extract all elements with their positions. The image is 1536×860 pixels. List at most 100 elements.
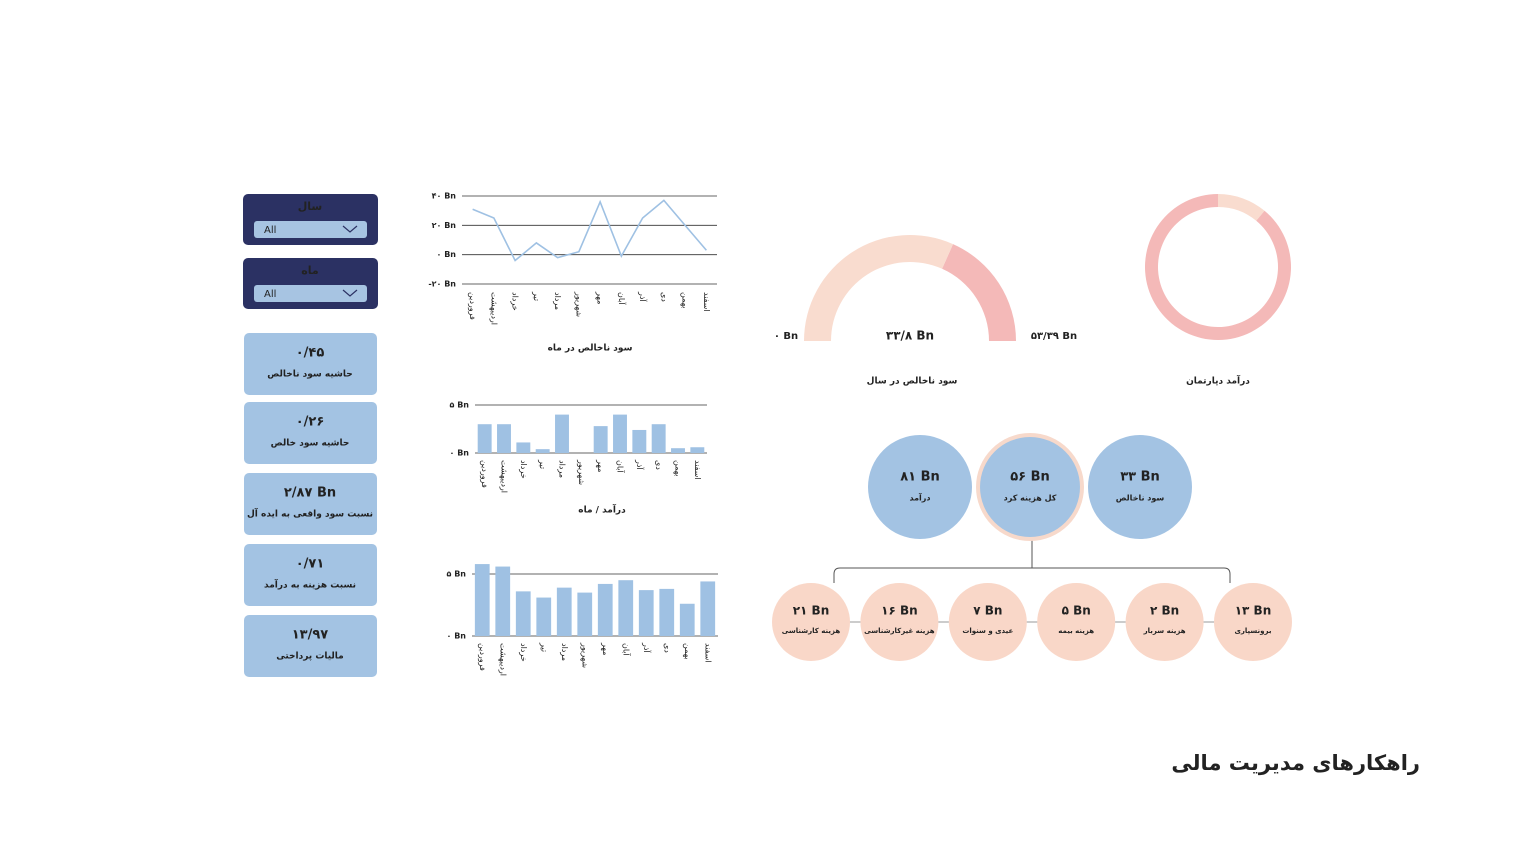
x-tick-label: تیر bbox=[539, 642, 548, 652]
dropdown-value[interactable]: All bbox=[264, 225, 276, 236]
bar bbox=[577, 592, 593, 636]
kpi-label: حاشیه سود ناخالص bbox=[267, 370, 353, 380]
y-tick-label: ۰ Bn bbox=[437, 250, 457, 259]
donut-segment bbox=[1218, 193, 1265, 221]
chart-title: سود ناخالص در سال bbox=[867, 377, 958, 387]
y-tick-label: ۰ Bn bbox=[450, 449, 470, 458]
tree-node-value: ۷ Bn bbox=[973, 604, 1002, 618]
x-tick-label: آبان bbox=[616, 460, 626, 474]
dropdown[interactable] bbox=[254, 221, 367, 238]
kpi-value: ۱۳/۹۷ bbox=[292, 628, 329, 643]
dropdown-value[interactable]: All bbox=[264, 289, 276, 300]
x-tick-label: آبان bbox=[621, 643, 631, 657]
tree-node-value: ۵۶ Bn bbox=[1010, 470, 1050, 485]
y-tick-label: ۵ Bn bbox=[447, 570, 467, 579]
tree-node bbox=[980, 437, 1080, 537]
tree-node-value: ۸۱ Bn bbox=[900, 470, 940, 485]
tree-node-label: درآمد bbox=[909, 493, 930, 503]
x-tick-label: شهریور bbox=[580, 642, 589, 668]
gauge-track bbox=[942, 244, 1016, 341]
bar bbox=[495, 566, 511, 636]
bar bbox=[536, 597, 552, 636]
kpi-value: ۰/۴۵ bbox=[296, 346, 325, 361]
bar bbox=[515, 591, 531, 636]
bar bbox=[597, 583, 613, 636]
bar bbox=[555, 414, 569, 453]
tree-node-label: کل هزینه کرد bbox=[1004, 494, 1057, 503]
page-title: راهکارهای مدیریت مالی bbox=[1171, 751, 1420, 775]
bar bbox=[690, 447, 705, 453]
bar bbox=[516, 442, 531, 453]
x-tick-label: شهریور bbox=[574, 291, 583, 317]
tree-child-node bbox=[1125, 583, 1204, 661]
bar bbox=[659, 588, 675, 636]
x-tick-label: آذر bbox=[638, 291, 648, 302]
gauge-value-label: ۳۳/۸ Bn bbox=[886, 329, 934, 343]
y-tick-label: ۵ Bn bbox=[450, 401, 470, 410]
x-tick-label: اردیبهشت bbox=[500, 460, 509, 493]
kpi-label: مالیات پرداختی bbox=[276, 652, 344, 662]
bar bbox=[477, 424, 492, 453]
y-tick-label: ۲۰ Bn bbox=[432, 221, 457, 230]
x-tick-label: اردیبهشت bbox=[498, 643, 507, 676]
x-tick-label: فروردین bbox=[468, 292, 477, 320]
bar bbox=[679, 603, 695, 636]
y-tick-label: ۴۰ Bn bbox=[432, 192, 457, 201]
tree-node-label: هزینه غیرکارشناسی bbox=[864, 627, 935, 635]
kpi-label: نسبت سود واقعی به ایده آل bbox=[247, 508, 373, 520]
tree-node-value: ۱۳ Bn bbox=[1235, 604, 1272, 618]
tree-node-value: ۱۶ Bn bbox=[881, 604, 918, 618]
tree-node-label: هزینه سربار bbox=[1143, 627, 1186, 635]
kpi-value: ۰/۲۶ bbox=[296, 415, 325, 430]
tree-node-label: سود ناخالص bbox=[1116, 494, 1165, 504]
tree-node-value: ۵ Bn bbox=[1062, 604, 1091, 618]
tree-node-label: هزینه کارشناسی bbox=[782, 627, 841, 635]
x-tick-label: مرداد bbox=[558, 460, 567, 478]
x-tick-label: دی bbox=[659, 292, 668, 302]
tree-connector bbox=[833, 538, 1231, 583]
kpi-label: نسبت هزینه به درآمد bbox=[264, 579, 356, 591]
tree-child-node bbox=[1214, 583, 1292, 661]
bar bbox=[535, 449, 550, 453]
x-tick-label: مرداد bbox=[553, 292, 562, 310]
tree-node bbox=[1088, 435, 1192, 539]
tree-node-label: هزینه بیمه bbox=[1058, 627, 1094, 635]
dropdown-chevron[interactable] bbox=[342, 225, 358, 233]
kpi-card bbox=[244, 544, 377, 606]
gauge-min-label: ۰ Bn bbox=[774, 331, 798, 342]
tree-node-label: برونسپاری bbox=[1234, 627, 1271, 635]
x-tick-label: شهریور bbox=[577, 459, 586, 485]
x-tick-label: بهمن bbox=[681, 292, 690, 309]
x-tick-label: دی bbox=[662, 643, 671, 653]
tree-node-value: ۲ Bn bbox=[1150, 604, 1179, 618]
filter-title: ماه bbox=[301, 264, 318, 277]
x-tick-label: فروردین bbox=[480, 460, 489, 488]
bar bbox=[671, 448, 685, 453]
x-tick-label: مهر bbox=[596, 459, 605, 472]
donut-segment bbox=[1145, 194, 1291, 340]
kpi-label: حاشیه سود خالص bbox=[271, 439, 350, 449]
y-tick-label: -۲۰ Bn bbox=[428, 280, 456, 289]
x-tick-label: اردیبهشت bbox=[489, 292, 498, 325]
x-tick-label: اسفند bbox=[702, 292, 711, 312]
x-tick-label: خرداد bbox=[511, 292, 520, 311]
tree-child-node bbox=[860, 583, 939, 661]
tree-child-node bbox=[948, 583, 1027, 661]
tree-node-value: ۲۱ Bn bbox=[793, 604, 830, 618]
dropdown-chevron[interactable] bbox=[342, 289, 358, 297]
x-tick-label: مهر bbox=[596, 291, 605, 304]
bar bbox=[632, 429, 647, 453]
y-tick-label: ۰ Bn bbox=[447, 632, 467, 641]
tree-child-node bbox=[772, 583, 850, 661]
bar bbox=[613, 414, 627, 453]
line-series bbox=[472, 199, 707, 262]
x-tick-label: مهر bbox=[601, 642, 610, 655]
x-tick-label: فروردین bbox=[478, 643, 487, 671]
x-tick-label: آذر bbox=[635, 459, 645, 470]
kpi-value: ۲/۸۷ Bn bbox=[284, 486, 336, 501]
gauge-fill bbox=[804, 234, 954, 341]
dropdown[interactable] bbox=[254, 285, 367, 302]
tree-node bbox=[868, 435, 972, 539]
